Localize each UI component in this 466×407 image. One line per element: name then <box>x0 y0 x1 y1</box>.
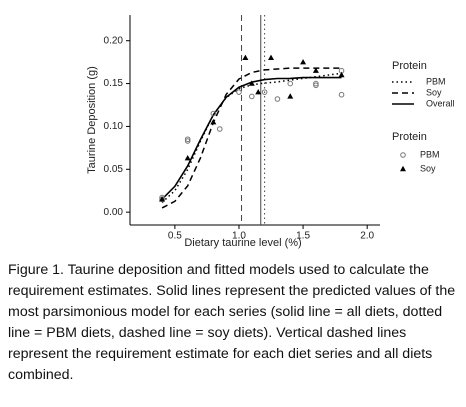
legend-title: Protein <box>392 60 427 72</box>
data-point <box>210 110 217 117</box>
data-point <box>159 196 166 202</box>
data-point <box>338 91 345 98</box>
data-point <box>274 96 281 102</box>
x-tick-label: 1.5 <box>296 231 310 242</box>
caption: Figure 1. Taurine deposition and fitted … <box>8 262 456 383</box>
legend-key <box>400 165 406 172</box>
data-point <box>338 71 345 78</box>
data-point <box>236 89 242 95</box>
data-point <box>313 80 319 87</box>
y-axis-label: Taurine Deposition (g) <box>86 66 98 174</box>
data-point <box>287 80 294 87</box>
y-tick-label: 0.00 <box>104 207 124 218</box>
legend-label: PBM <box>426 76 446 86</box>
y-tick-label: 0.15 <box>104 78 124 89</box>
data-point <box>248 80 255 86</box>
y-tick-label: 0.20 <box>104 35 124 46</box>
legend-label: Overall <box>426 98 455 108</box>
y-tick-label: 0.10 <box>104 121 124 132</box>
legend-label: Soy <box>426 87 442 97</box>
data-point <box>184 136 191 143</box>
data-point <box>242 54 249 61</box>
x-tick-label: 0.5 <box>168 231 182 242</box>
legend-label: PBM <box>420 149 440 159</box>
data-point <box>255 88 262 95</box>
data-point <box>287 93 294 99</box>
data-point <box>210 118 217 125</box>
fit-line <box>161 67 342 209</box>
x-tick-label: 2.0 <box>360 231 374 242</box>
data-point <box>313 82 319 89</box>
data-point <box>248 93 255 100</box>
y-tick-label: 0.05 <box>104 164 124 175</box>
data-point <box>300 58 307 65</box>
legend-key <box>400 152 406 158</box>
x-tick-label: 1.0 <box>232 231 246 242</box>
legend-title: Protein <box>392 131 427 143</box>
data-point <box>261 89 268 95</box>
legend-label: Soy <box>420 163 436 173</box>
data-point <box>312 67 319 73</box>
x-axis-label: Dietary taurine level (%) <box>184 237 301 249</box>
fit-line <box>161 76 342 200</box>
data-point <box>184 154 191 161</box>
data-point <box>268 54 275 61</box>
data-point <box>184 138 191 144</box>
data-point <box>216 126 223 132</box>
chart: Dietary taurine level (%) Taurine Deposi… <box>86 15 455 249</box>
